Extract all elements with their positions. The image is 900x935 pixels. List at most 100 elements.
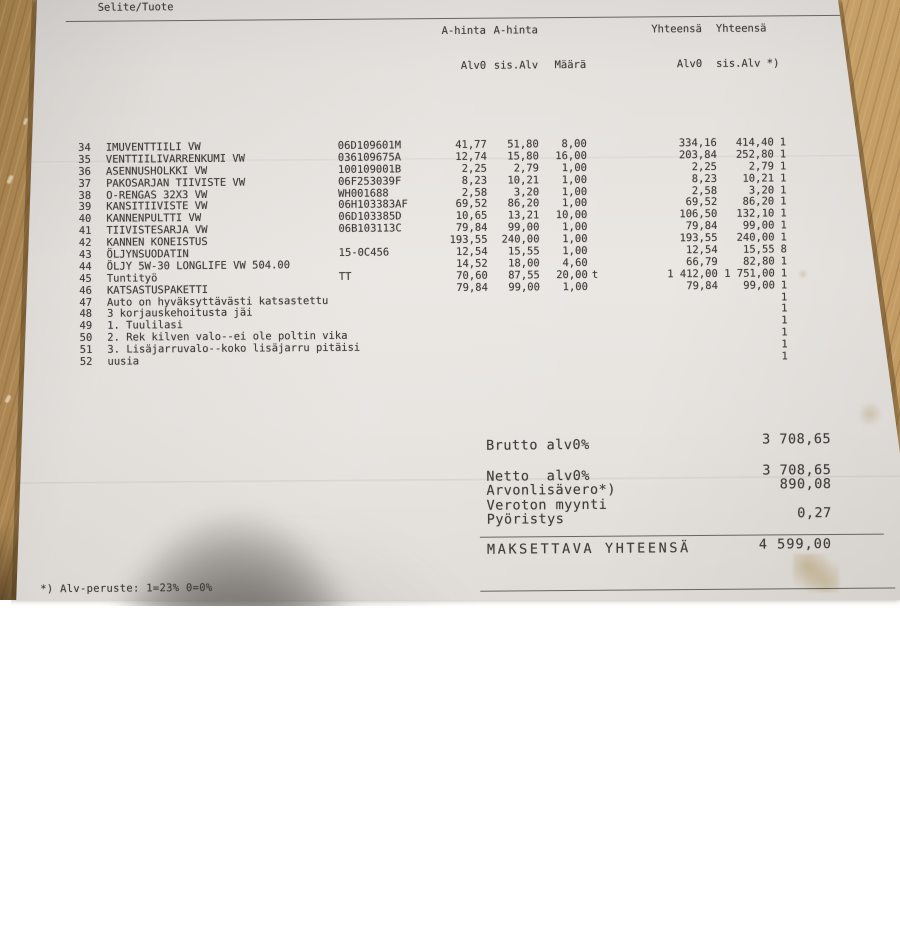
vat-footnote: *) Alv-peruste: 1=23% 0=0% xyxy=(40,582,212,595)
grand-total-rule-bottom xyxy=(480,588,895,593)
cell-unit-excl xyxy=(417,294,488,306)
cell-part: TT xyxy=(337,271,417,284)
cell-qty-unit xyxy=(587,198,604,210)
column-header-total-incl: Yhteensä xyxy=(716,23,795,36)
totals-value: 0,27 xyxy=(797,506,832,521)
totals-value: 3 708,65 xyxy=(762,432,831,447)
column-header-qty: Määrä xyxy=(538,60,586,72)
cell-qty-unit xyxy=(588,293,605,305)
totals-row: Brutto alv0%3 708,65 xyxy=(486,436,831,453)
cell-qty-unit xyxy=(587,222,604,234)
cell-total-excl xyxy=(605,292,718,305)
cell-unit-excl: 79,84 xyxy=(417,282,488,294)
cell-total-incl xyxy=(718,304,775,316)
cell-qty xyxy=(540,317,588,329)
column-header-unit-price-incl: A-hinta xyxy=(486,25,538,37)
cell-qty-unit xyxy=(587,234,604,246)
column-header-item: Selite/Tuote xyxy=(98,2,174,15)
table-header-line1: A-hinta A-hinta Yhteensä Yhteensä xyxy=(63,23,803,41)
cell-qty-unit xyxy=(588,341,605,353)
cell-num: 52 xyxy=(65,357,97,369)
cell-qty-unit xyxy=(588,281,605,293)
cell-total-incl xyxy=(718,316,775,328)
grand-total-row: MAKSETTAVA YHTEENSÄ 4 599,00 xyxy=(487,540,832,558)
totals-label: Brutto alv0% xyxy=(486,438,590,453)
column-header-total-alv0: Alv0 xyxy=(603,59,716,72)
header-underline xyxy=(66,14,878,22)
cell-code: 1 xyxy=(775,268,797,280)
cell-total-excl xyxy=(605,304,718,317)
cell-code: 1 xyxy=(775,280,797,292)
cell-unit-incl xyxy=(488,294,540,306)
cell-unit-excl xyxy=(417,306,488,318)
cell-unit-incl xyxy=(488,306,540,318)
totals-label: Pyöristys xyxy=(487,512,565,527)
cell-qty-unit xyxy=(588,305,605,317)
cell-unit-incl xyxy=(488,318,540,330)
cell-part xyxy=(337,307,417,320)
cell-part xyxy=(337,342,417,355)
cell-code: 1 xyxy=(774,161,796,173)
cell-part: 15-0C456 xyxy=(337,247,417,260)
cell-num: 46 xyxy=(65,285,97,297)
cell-unit-excl xyxy=(417,330,488,342)
wood-paint-fleck xyxy=(6,175,13,185)
grand-total-label: MAKSETTAVA YHTEENSÄ xyxy=(487,541,691,558)
cell-unit-incl xyxy=(488,330,540,342)
column-header-alv0: Alv0 xyxy=(415,61,486,73)
cell-part: 06B103113C xyxy=(336,224,416,237)
cell-qty-unit xyxy=(587,174,604,186)
cell-qty: 1,00 xyxy=(540,282,588,294)
table-header-line2: Alv0 sis.Alv Määrä Alv0 sis.Alv *) xyxy=(63,59,803,77)
column-header-total-sis-alv: sis.Alv *) xyxy=(716,59,795,72)
invoice-table: Selite/Tuote A-hinta A-hinta Yhteensä Yh… xyxy=(63,0,806,393)
cell-unit-incl xyxy=(488,341,540,353)
cell-qty-unit xyxy=(588,317,605,329)
cell-name: uusia xyxy=(97,355,337,369)
cell-total-incl xyxy=(718,328,775,340)
cell-qty xyxy=(540,294,588,306)
cell-part xyxy=(337,354,417,367)
cell-part xyxy=(337,319,417,332)
cell-total-incl xyxy=(718,340,775,352)
cell-qty-unit xyxy=(587,139,604,151)
wood-paint-fleck xyxy=(23,118,28,126)
cell-code: 1 xyxy=(775,351,797,363)
cell-total-excl xyxy=(605,328,718,341)
cell-qty-unit xyxy=(588,246,605,258)
invoice-photo: { "invoice": { "columns": { "item": "Sel… xyxy=(0,0,900,600)
wood-paint-fleck xyxy=(4,395,11,404)
cell-qty-unit: t xyxy=(588,270,605,282)
cell-total-incl xyxy=(718,351,775,363)
cell-unit-excl xyxy=(417,342,488,354)
cell-qty-unit xyxy=(587,163,604,175)
printed-content: Selite/Tuote A-hinta A-hinta Yhteensä Yh… xyxy=(0,0,900,604)
grand-total-value: 4 599,00 xyxy=(759,537,832,553)
cell-unit-incl xyxy=(488,353,540,365)
invoice-paper: Selite/Tuote A-hinta A-hinta Yhteensä Yh… xyxy=(0,0,900,600)
cell-total-excl: 79,84 xyxy=(605,281,718,294)
cell-unit-incl: 99,00 xyxy=(488,282,540,294)
cell-part xyxy=(337,295,417,308)
column-header-total: Yhteensä xyxy=(603,24,716,37)
cell-qty-unit xyxy=(587,151,604,163)
cell-qty-unit xyxy=(587,210,604,222)
cell-unit-excl xyxy=(417,354,488,366)
cell-qty xyxy=(540,341,588,353)
totals-value: 890,08 xyxy=(780,477,832,492)
cell-code: 1 xyxy=(774,173,796,185)
column-header-sis-alv: sis.Alv xyxy=(486,61,538,73)
cell-total-excl xyxy=(605,340,718,353)
column-header-unit-price: A-hinta xyxy=(415,25,486,37)
cell-qty-unit xyxy=(588,329,605,341)
cell-total-excl xyxy=(605,352,718,365)
cell-num: 37 xyxy=(64,178,96,190)
cell-qty-unit xyxy=(588,353,605,365)
cell-unit-excl xyxy=(417,318,488,330)
cell-total-excl xyxy=(605,316,718,329)
cell-qty xyxy=(540,353,588,365)
cell-qty-unit xyxy=(587,186,604,198)
